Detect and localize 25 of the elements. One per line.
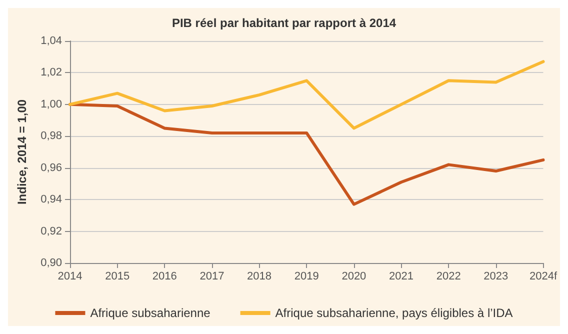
y-tick-label: 0,92	[40, 225, 62, 238]
x-tick-label: 2021	[389, 270, 414, 282]
line-series	[68, 60, 545, 130]
x-tick-label: 2016	[152, 270, 177, 282]
y-tick-label: 0,98	[40, 130, 62, 142]
chart-title: PIB réel par habitant par rapport à 2014	[172, 16, 396, 30]
x-tick-label: 2020	[342, 270, 366, 282]
y-tick-label: 0,96	[40, 162, 62, 174]
y-tick-label: 1,00	[40, 98, 62, 110]
x-tick-label: 2017	[200, 270, 224, 282]
legend-label: Afrique subsaharienne, pays éligibles à l’IDA	[275, 306, 513, 320]
x-tick-label: 2022	[436, 270, 461, 282]
x-tick-label: 2019	[294, 270, 319, 282]
y-tick-label: 1,04	[40, 35, 62, 47]
y-tick-label: 0,90	[40, 257, 62, 269]
y-tick-label: 0,94	[40, 194, 62, 206]
y-tick-label: 1,02	[40, 66, 62, 79]
legend-label: Afrique subsaharienne	[90, 306, 211, 320]
line-series	[68, 102, 545, 206]
x-tick-label: 2024f	[529, 270, 558, 282]
y-axis-title: Indice, 2014 = 1,00	[15, 99, 29, 205]
x-tick-label: 2018	[247, 270, 272, 282]
x-tick-label: 2023	[484, 270, 508, 282]
x-tick-label: 2014	[58, 270, 82, 282]
x-tick-label: 2015	[105, 270, 130, 282]
